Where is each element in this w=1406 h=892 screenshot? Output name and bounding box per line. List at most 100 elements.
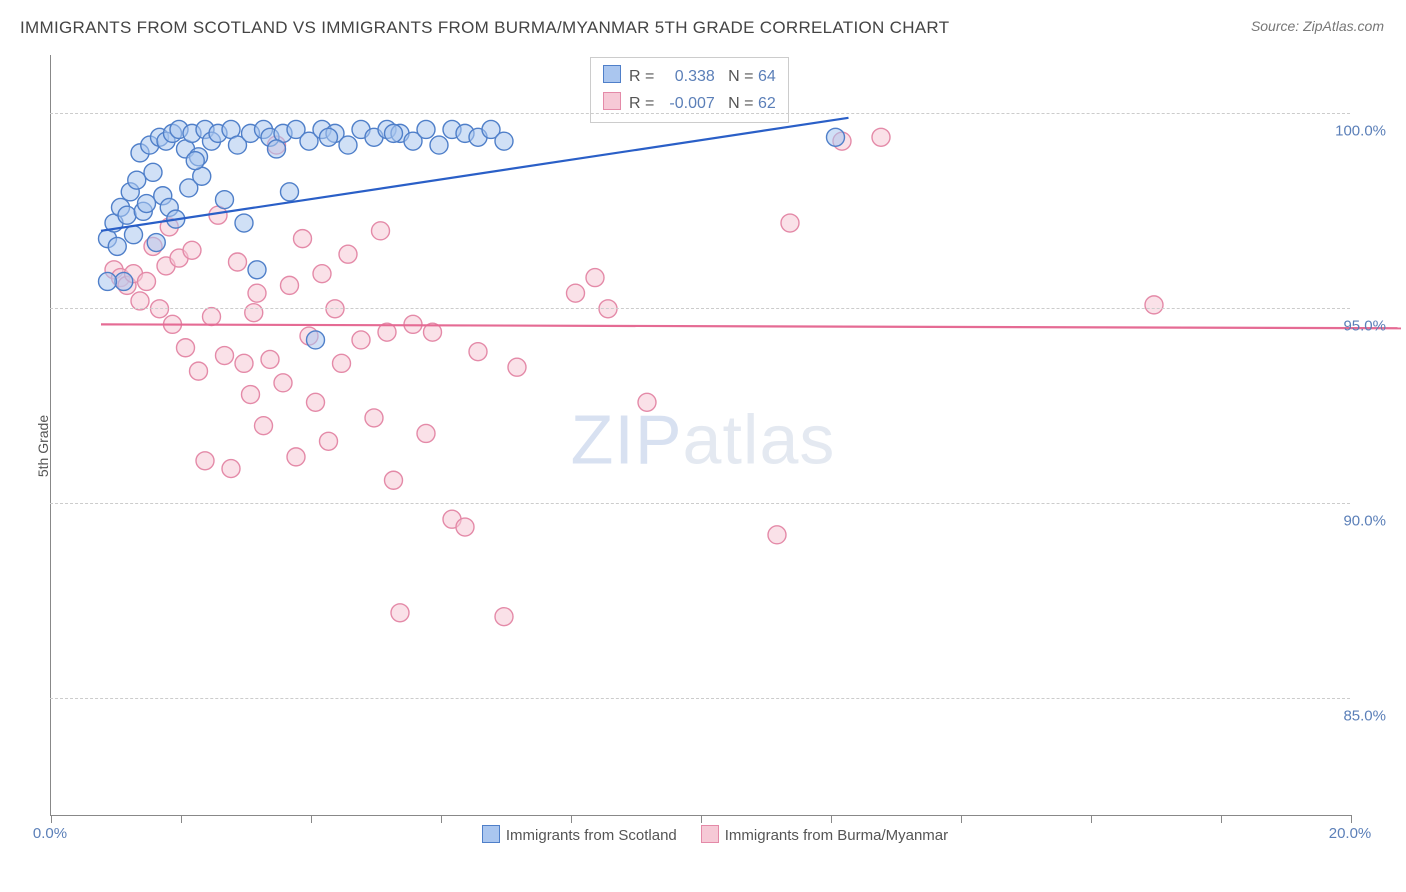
r-label: R = <box>629 95 654 112</box>
data-point <box>469 343 487 361</box>
data-point <box>339 245 357 263</box>
data-point <box>255 417 273 435</box>
data-point <box>352 331 370 349</box>
data-point <box>245 304 263 322</box>
x-tick <box>441 815 442 823</box>
data-point <box>287 448 305 466</box>
data-point <box>138 195 156 213</box>
data-point <box>365 409 383 427</box>
gridline <box>50 698 1350 699</box>
data-point <box>99 272 117 290</box>
data-point <box>248 284 266 302</box>
n-label: N = <box>728 95 753 112</box>
legend-swatch <box>603 65 621 83</box>
r-label: R = <box>629 68 654 85</box>
data-point <box>115 272 133 290</box>
x-tick <box>1091 815 1092 823</box>
scatter-plot-svg <box>101 110 1401 870</box>
data-point <box>313 265 331 283</box>
y-tick-label: 90.0% <box>1343 513 1386 530</box>
data-point <box>294 230 312 248</box>
data-point <box>216 347 234 365</box>
data-point <box>248 261 266 279</box>
x-tick-label: 20.0% <box>1329 825 1372 842</box>
x-tick-label: 0.0% <box>33 825 67 842</box>
legend-swatch <box>701 825 719 843</box>
x-tick <box>701 815 702 823</box>
data-point <box>495 608 513 626</box>
data-point <box>417 120 435 138</box>
data-point <box>147 234 165 252</box>
data-point <box>333 354 351 372</box>
legend-swatch <box>482 825 500 843</box>
data-point <box>281 276 299 294</box>
data-point <box>495 132 513 150</box>
data-point <box>567 284 585 302</box>
legend-label: Immigrants from Scotland <box>506 827 677 844</box>
data-point <box>456 518 474 536</box>
r-value: 0.338 <box>659 63 715 90</box>
chart-title: IMMIGRANTS FROM SCOTLAND VS IMMIGRANTS F… <box>20 18 949 38</box>
n-value: 62 <box>758 95 776 112</box>
data-point <box>268 140 286 158</box>
x-tick <box>181 815 182 823</box>
data-point <box>222 460 240 478</box>
data-point <box>229 253 247 271</box>
data-point <box>827 128 845 146</box>
x-tick <box>571 815 572 823</box>
data-point <box>281 183 299 201</box>
data-point <box>274 374 292 392</box>
data-point <box>307 331 325 349</box>
data-point <box>307 393 325 411</box>
data-point <box>261 350 279 368</box>
data-point <box>144 163 162 181</box>
stat-row: R = 0.338 N = 64 <box>603 63 776 90</box>
data-point <box>1145 296 1163 314</box>
data-point <box>235 214 253 232</box>
data-point <box>177 339 195 357</box>
x-tick <box>51 815 52 823</box>
data-point <box>183 241 201 259</box>
data-point <box>128 171 146 189</box>
data-point <box>186 152 204 170</box>
data-point <box>203 308 221 326</box>
data-point <box>768 526 786 544</box>
trend-line <box>101 324 1401 328</box>
data-point <box>385 471 403 489</box>
data-point <box>320 432 338 450</box>
x-tick <box>311 815 312 823</box>
data-point <box>108 237 126 255</box>
legend-bottom: Immigrants from Scotland Immigrants from … <box>0 825 1406 844</box>
n-value: 64 <box>758 68 776 85</box>
x-tick <box>831 815 832 823</box>
data-point <box>391 604 409 622</box>
gridline <box>50 503 1350 504</box>
x-tick <box>1351 815 1352 823</box>
data-point <box>320 128 338 146</box>
data-point <box>235 354 253 372</box>
data-point <box>196 452 214 470</box>
data-point <box>417 424 435 442</box>
data-point <box>216 191 234 209</box>
data-point <box>781 214 799 232</box>
y-tick-label: 100.0% <box>1335 123 1386 140</box>
legend-label: Immigrants from Burma/Myanmar <box>725 827 948 844</box>
data-point <box>372 222 390 240</box>
data-point <box>125 226 143 244</box>
data-point <box>638 393 656 411</box>
data-point <box>385 124 403 142</box>
n-label: N = <box>728 68 753 85</box>
data-point <box>508 358 526 376</box>
data-point <box>131 292 149 310</box>
data-point <box>430 136 448 154</box>
source-attribution: Source: ZipAtlas.com <box>1251 18 1384 34</box>
gridline <box>50 113 1350 114</box>
gridline <box>50 308 1350 309</box>
y-tick-label: 85.0% <box>1343 708 1386 725</box>
y-axis-label: 5th Grade <box>35 415 51 477</box>
data-point <box>118 206 136 224</box>
x-tick <box>1221 815 1222 823</box>
data-point <box>872 128 890 146</box>
x-tick <box>961 815 962 823</box>
chart-plot-area <box>50 55 1351 816</box>
